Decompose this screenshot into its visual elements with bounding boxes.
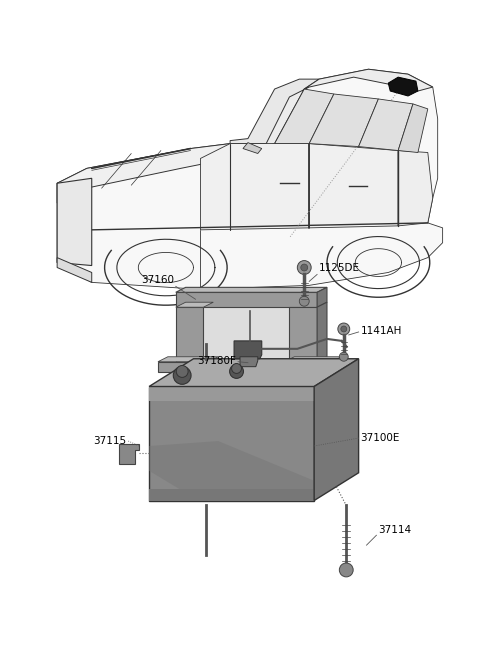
Circle shape	[231, 363, 241, 373]
Polygon shape	[317, 287, 327, 307]
Polygon shape	[57, 178, 92, 265]
Text: 37114: 37114	[378, 526, 411, 535]
Polygon shape	[398, 150, 433, 226]
Polygon shape	[158, 362, 208, 372]
Polygon shape	[359, 99, 413, 150]
Polygon shape	[158, 357, 218, 362]
Polygon shape	[57, 69, 443, 289]
Polygon shape	[332, 357, 342, 372]
Circle shape	[301, 264, 308, 271]
Circle shape	[300, 296, 309, 306]
Polygon shape	[309, 144, 398, 228]
Polygon shape	[57, 144, 230, 203]
Polygon shape	[120, 444, 139, 464]
Text: 1141AH: 1141AH	[360, 326, 402, 336]
Polygon shape	[204, 307, 289, 362]
Polygon shape	[275, 89, 334, 144]
Text: 37115: 37115	[93, 436, 126, 446]
Polygon shape	[149, 441, 314, 501]
Text: 1125DE: 1125DE	[319, 263, 360, 273]
Polygon shape	[289, 307, 317, 362]
Polygon shape	[285, 362, 332, 372]
Circle shape	[297, 261, 311, 275]
Polygon shape	[234, 341, 262, 359]
Circle shape	[229, 365, 243, 378]
Circle shape	[173, 367, 191, 384]
Polygon shape	[176, 302, 213, 307]
Polygon shape	[230, 79, 319, 144]
Circle shape	[339, 563, 353, 577]
Polygon shape	[314, 359, 359, 501]
Text: 37100E: 37100E	[360, 433, 400, 443]
Polygon shape	[149, 386, 314, 401]
Circle shape	[339, 352, 348, 361]
Polygon shape	[240, 357, 258, 367]
Polygon shape	[317, 302, 327, 362]
Polygon shape	[285, 357, 342, 362]
Polygon shape	[176, 287, 327, 292]
Polygon shape	[149, 359, 359, 386]
Text: 37160: 37160	[141, 275, 174, 285]
Polygon shape	[149, 386, 314, 501]
Polygon shape	[388, 77, 418, 96]
Circle shape	[338, 323, 350, 335]
Polygon shape	[176, 292, 317, 307]
Polygon shape	[176, 307, 204, 362]
Polygon shape	[149, 489, 314, 501]
Text: 37180F: 37180F	[197, 355, 236, 366]
Polygon shape	[264, 69, 433, 147]
Polygon shape	[201, 144, 309, 230]
Polygon shape	[309, 94, 378, 147]
Polygon shape	[57, 258, 92, 283]
Circle shape	[176, 365, 188, 377]
Polygon shape	[243, 143, 262, 154]
Circle shape	[341, 326, 347, 332]
Polygon shape	[398, 104, 428, 152]
